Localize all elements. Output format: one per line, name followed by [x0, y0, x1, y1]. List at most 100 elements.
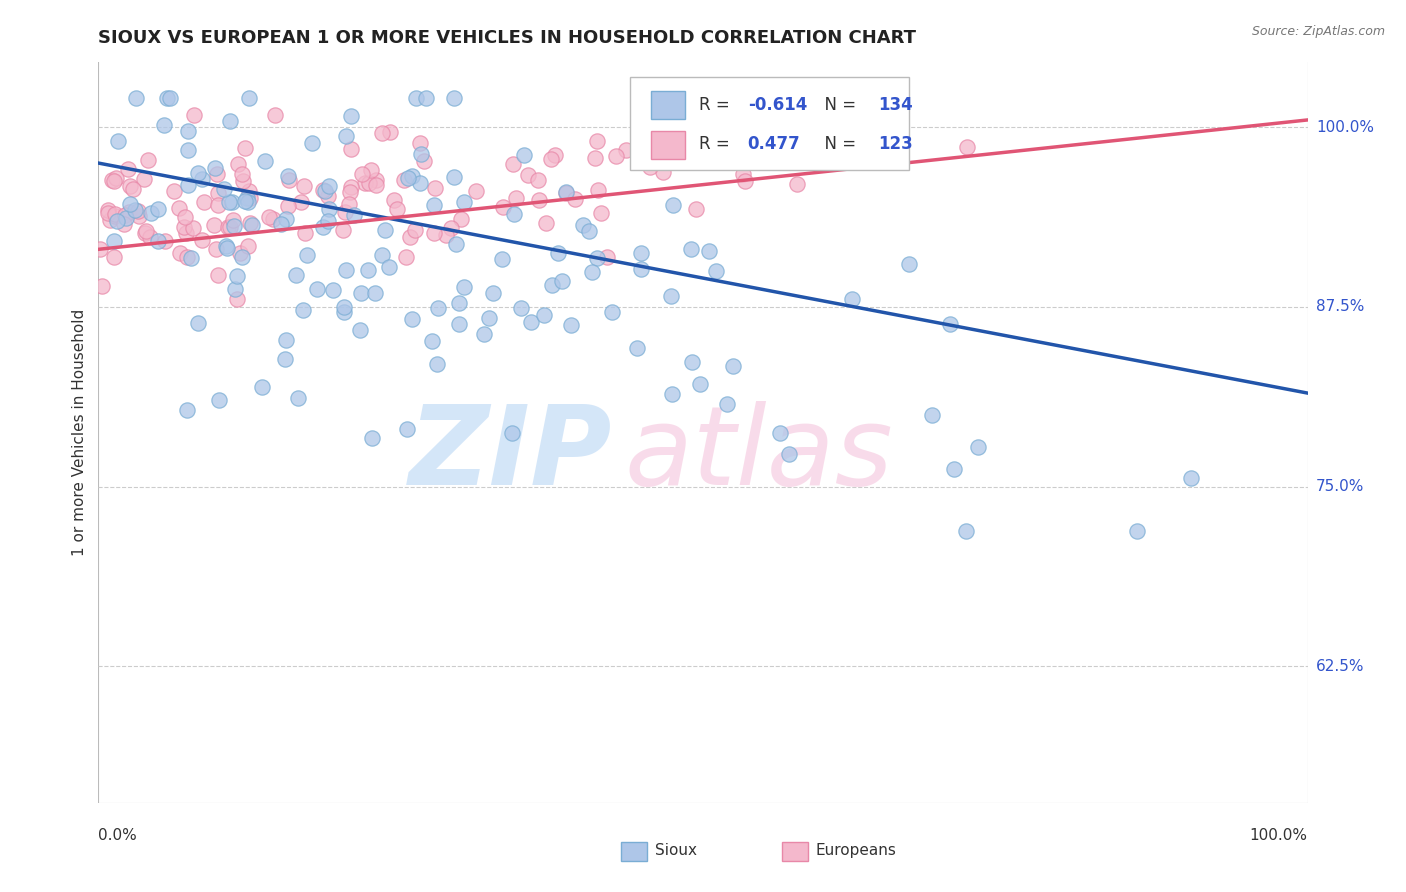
Point — [233, 194, 256, 209]
Point — [697, 244, 720, 258]
Point — [155, 91, 177, 105]
Point — [370, 126, 392, 140]
Point — [662, 198, 685, 212]
Point — [374, 222, 396, 236]
Point — [180, 251, 202, 265]
Point — [450, 211, 472, 226]
Point — [101, 173, 124, 187]
Point — [679, 242, 702, 256]
Point — [370, 247, 392, 261]
Point — [277, 199, 299, 213]
Point — [312, 183, 335, 197]
Point — [177, 124, 200, 138]
Point — [117, 162, 139, 177]
Point — [114, 208, 136, 222]
Point — [824, 91, 846, 105]
Point — [340, 143, 363, 157]
Point — [555, 186, 578, 200]
Text: 0.477: 0.477 — [748, 135, 800, 153]
Point — [411, 146, 433, 161]
Point — [704, 264, 727, 278]
Point — [218, 195, 240, 210]
Point — [107, 134, 129, 148]
Text: 100.0%: 100.0% — [1316, 120, 1374, 135]
Point — [141, 205, 163, 219]
Point — [191, 171, 214, 186]
Point — [536, 216, 558, 230]
Point — [287, 391, 309, 405]
Point — [307, 282, 329, 296]
Point — [202, 218, 225, 232]
Point — [1180, 471, 1202, 485]
Point — [335, 263, 357, 277]
Point — [502, 206, 524, 220]
Point — [240, 218, 263, 232]
Point — [491, 201, 513, 215]
Point — [277, 173, 299, 187]
Point — [125, 91, 148, 105]
Point — [527, 173, 550, 187]
Point — [412, 154, 434, 169]
Point — [176, 402, 198, 417]
Point — [225, 268, 247, 283]
Point — [716, 397, 738, 411]
Point — [443, 170, 465, 185]
Point — [205, 242, 228, 256]
Point — [204, 161, 226, 175]
Point — [174, 210, 197, 224]
Point — [423, 226, 446, 240]
FancyBboxPatch shape — [621, 842, 647, 861]
Point — [786, 177, 808, 191]
Point — [841, 292, 863, 306]
Point — [360, 163, 382, 178]
Point — [207, 167, 229, 181]
Point — [425, 180, 447, 194]
Point — [352, 167, 374, 181]
Point — [898, 257, 921, 271]
Point — [218, 114, 240, 128]
Point — [229, 246, 252, 260]
Point — [238, 91, 260, 105]
Point — [167, 201, 190, 215]
Text: ZIP: ZIP — [409, 401, 613, 508]
Point — [681, 355, 703, 369]
Point — [173, 219, 195, 234]
Point — [340, 180, 363, 194]
Point — [785, 121, 807, 136]
Point — [661, 387, 683, 401]
Point — [600, 305, 623, 319]
Point — [134, 226, 156, 240]
Point — [270, 218, 292, 232]
Point — [357, 176, 380, 190]
Point — [224, 219, 246, 234]
Point — [721, 359, 744, 373]
Point — [132, 171, 155, 186]
Point — [409, 136, 432, 151]
Text: N =: N = — [814, 135, 862, 153]
Point — [443, 91, 465, 105]
Point — [540, 152, 562, 166]
Point — [502, 157, 524, 171]
Point — [274, 352, 297, 367]
Point — [294, 227, 316, 241]
Text: atlas: atlas — [624, 401, 893, 508]
Point — [221, 194, 243, 209]
Point — [564, 192, 586, 206]
Point — [385, 202, 408, 216]
Point — [146, 202, 169, 217]
Point — [207, 198, 229, 212]
Point — [382, 193, 405, 207]
Point — [169, 245, 191, 260]
Point — [215, 239, 238, 253]
Point — [218, 219, 240, 234]
Point — [136, 153, 159, 168]
Text: SIOUX VS EUROPEAN 1 OR MORE VEHICLES IN HOUSEHOLD CORRELATION CHART: SIOUX VS EUROPEAN 1 OR MORE VEHICLES IN … — [98, 29, 917, 47]
Point — [689, 377, 711, 392]
Point — [453, 279, 475, 293]
Point — [395, 250, 418, 264]
Point — [865, 128, 887, 142]
Point — [434, 227, 457, 242]
Point — [547, 245, 569, 260]
Point — [103, 250, 125, 264]
Point — [118, 197, 141, 211]
